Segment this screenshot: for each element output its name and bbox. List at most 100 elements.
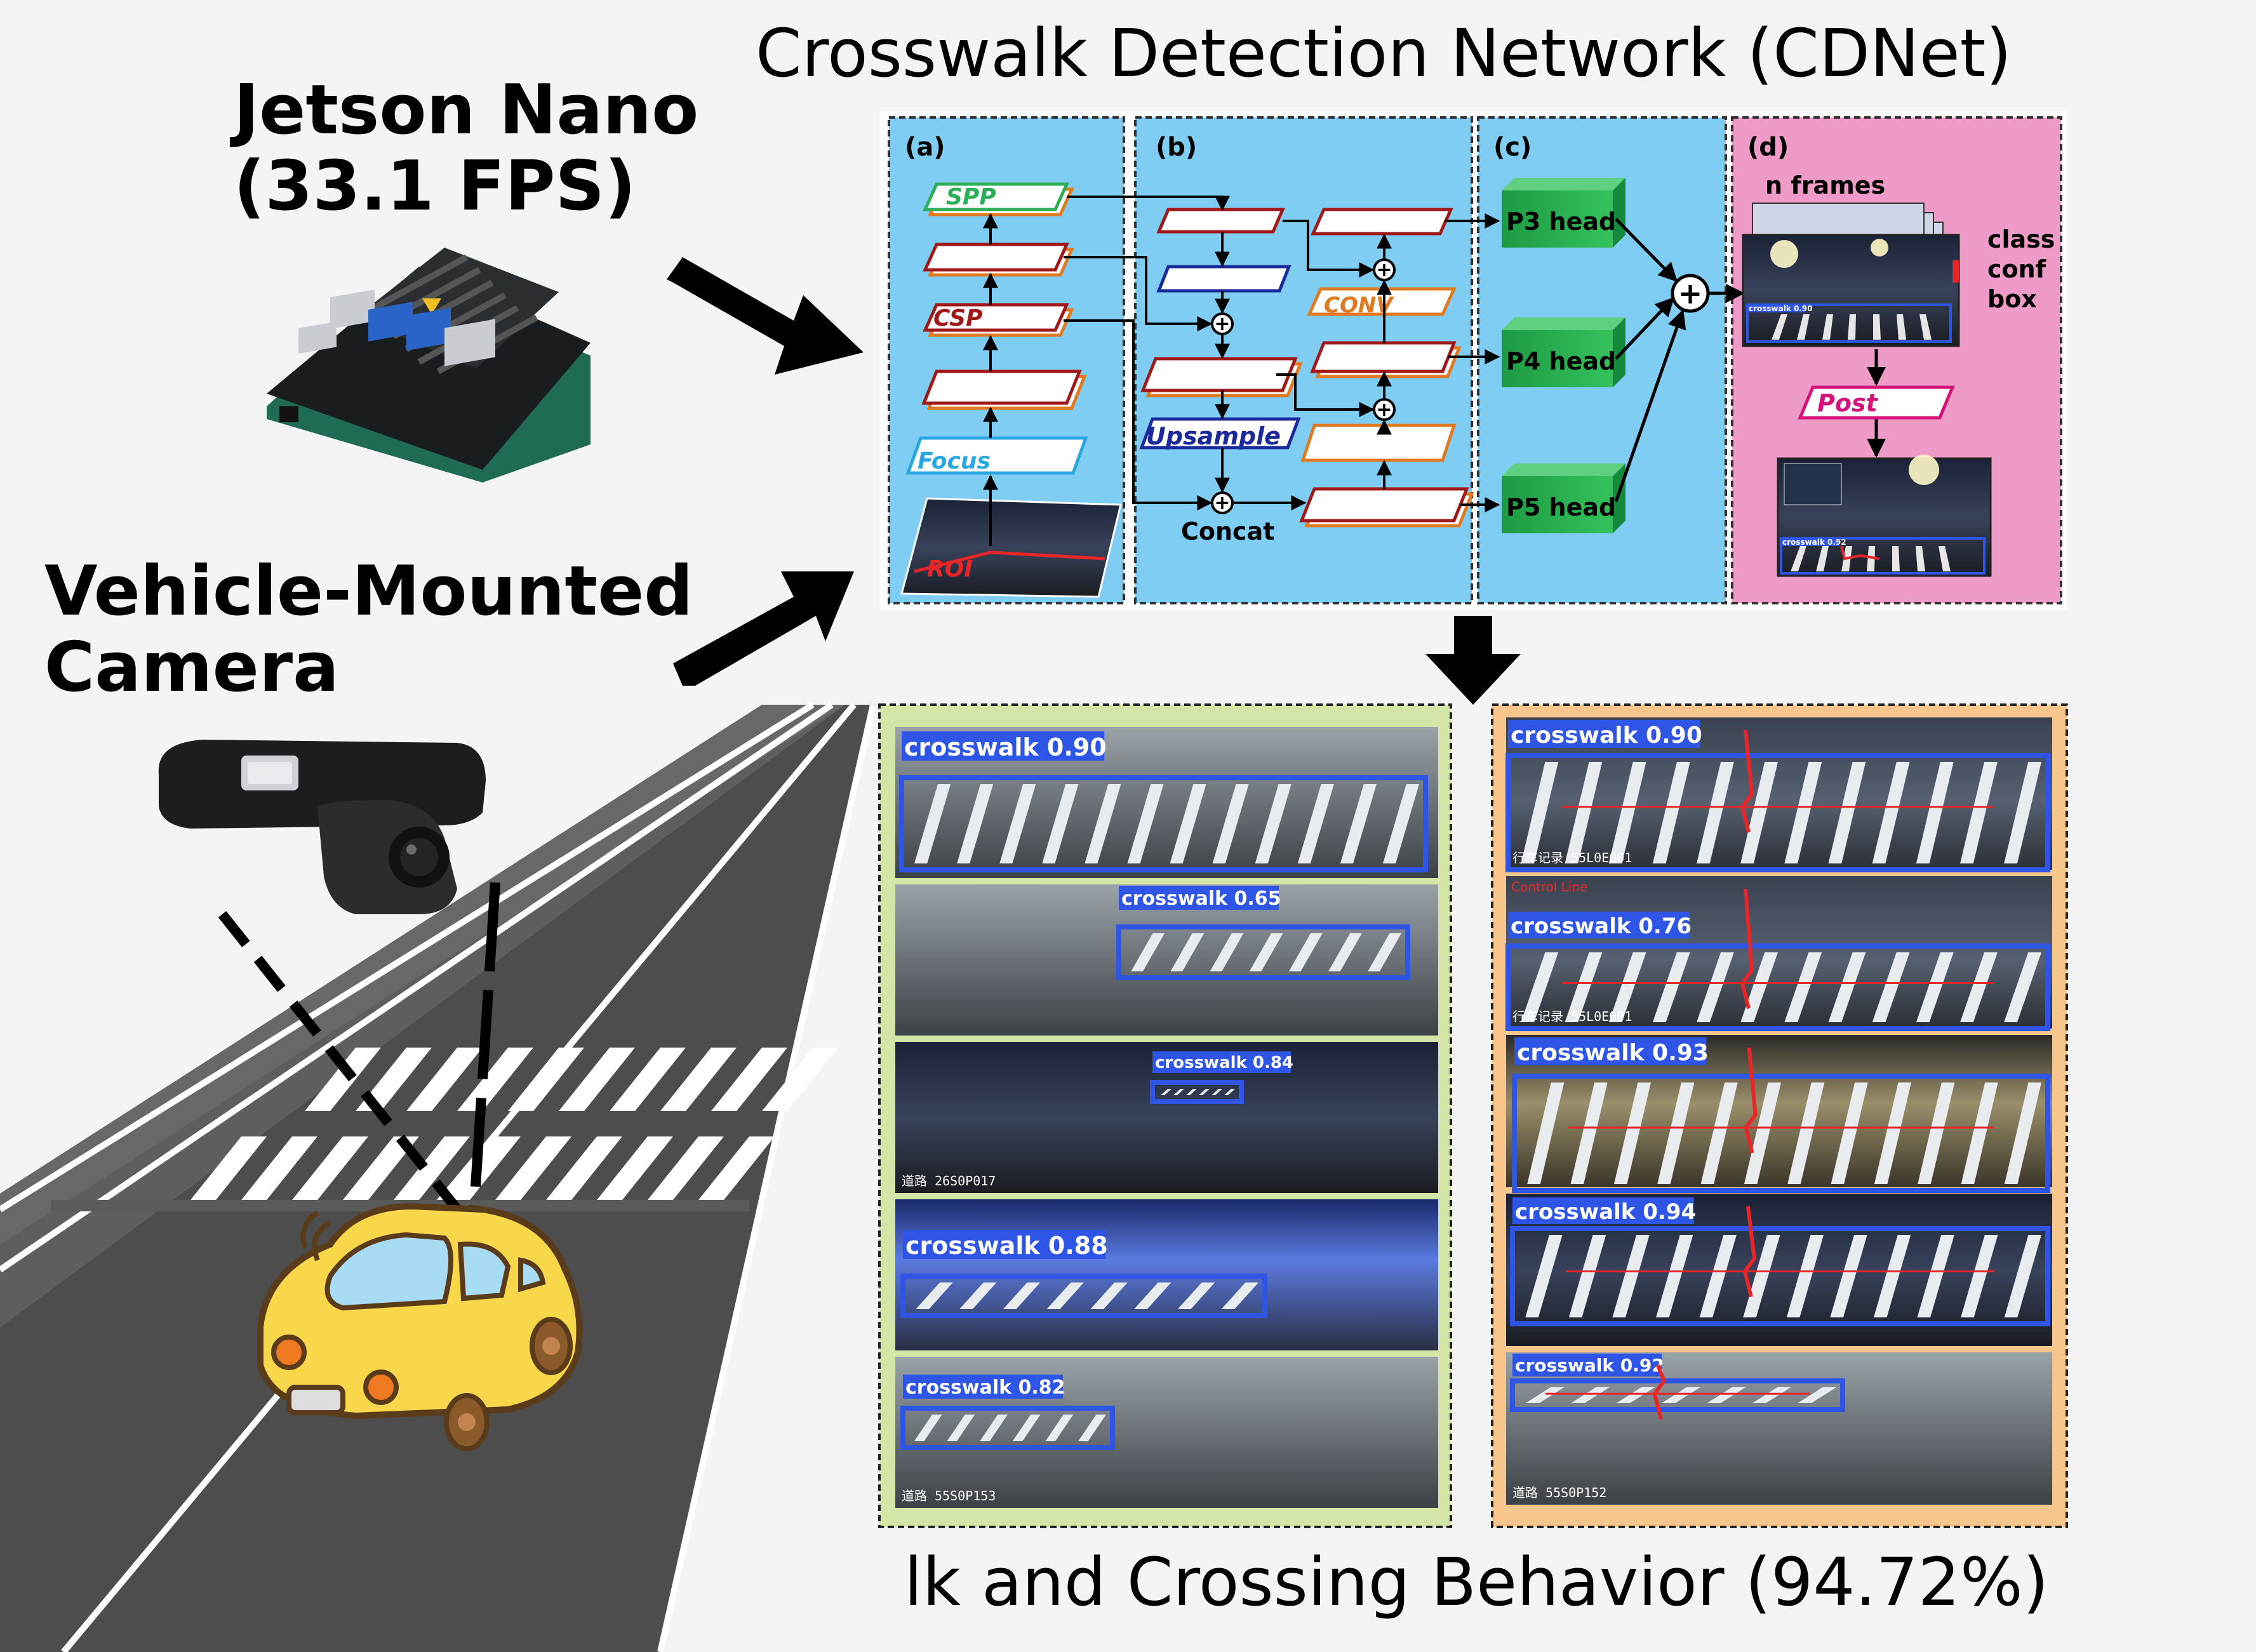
result-frame: crosswalk 0.94	[1506, 1194, 2052, 1346]
crosswalk-stripe	[1872, 762, 1910, 863]
crosswalk-stripe	[1249, 933, 1283, 971]
crossing-track	[1744, 1047, 1758, 1154]
crosswalk-stripe	[1707, 1387, 1746, 1403]
detection-box	[1116, 924, 1410, 980]
detection-box	[1505, 753, 2050, 872]
crosswalk-stripe	[914, 784, 951, 863]
crosswalk-stripe	[1784, 952, 1822, 1022]
crosswalk-stripe	[1085, 784, 1121, 863]
detection-box	[1510, 1226, 2050, 1326]
panel-d-label: (d)	[1747, 133, 1789, 162]
crosswalk-stripe	[1328, 933, 1362, 971]
crosswalk-stripe	[1786, 1235, 1824, 1317]
crosswalk-stripe	[1960, 762, 1998, 863]
roi-label: ROI	[927, 556, 973, 582]
crosswalk-stripe	[2004, 1082, 2041, 1184]
crosswalk-stripe	[1657, 1082, 1695, 1184]
detection-box	[1150, 1080, 1244, 1104]
mini-detection: crosswalk 0.90	[1749, 304, 1813, 313]
spp-label: SPP	[946, 184, 996, 210]
detection-box	[1510, 1378, 1845, 1412]
mini-detection-2: crosswalk 0.92	[1782, 538, 1846, 547]
detection-label: crosswalk 0.93	[1517, 1040, 1709, 1066]
result-frame: crosswalk 0.84 道路 26S0P017	[895, 1042, 1438, 1193]
lane-lines	[0, 702, 876, 1652]
result-frame: crosswalk 0.88	[895, 1199, 1438, 1350]
detection-heads: P3 head P4 head P5 head +	[1502, 178, 1745, 533]
crosswalk-stripe	[1872, 952, 1910, 1022]
detection-label-bg	[1512, 1354, 1662, 1376]
crosswalk-stripe	[1568, 1235, 1606, 1317]
crosswalk-stripe	[1652, 762, 1690, 863]
vehicle-camera-icon	[158, 740, 486, 914]
recorder-osd-text: 道路 26S0P017	[902, 1173, 996, 1189]
crosswalk-stripe	[1699, 1235, 1737, 1317]
detection-label: crosswalk 0.90	[1511, 723, 1702, 749]
crosswalk-stripe	[1916, 952, 1954, 1022]
crosswalk-stripe	[1565, 952, 1603, 1022]
conf-label: conf	[1987, 255, 2046, 283]
csp-block	[923, 303, 1069, 332]
detection-label-bg	[1152, 1051, 1292, 1073]
crosswalk-stripe	[1916, 762, 1954, 863]
recorder-osd-text: 行车记录 55L0E001	[1512, 1009, 1632, 1024]
road-scene	[0, 702, 908, 1652]
detection-label-bg	[902, 731, 1105, 761]
network-title: Crosswalk Detection Network (CDNet)	[756, 15, 2012, 92]
detection-label: crosswalk 0.84	[1155, 1053, 1293, 1072]
crosswalk-stripe	[2004, 1235, 2041, 1317]
detection-box	[1512, 1074, 2050, 1193]
post-label: Post	[1817, 389, 1879, 417]
arrow-camera-to-network	[673, 571, 854, 686]
crosswalk-stripe	[1608, 952, 1646, 1022]
crosswalk-stripe	[1212, 784, 1249, 863]
crosswalk-stripe	[1288, 933, 1323, 971]
detection-label-bg	[1512, 1197, 1694, 1224]
results-left: crosswalk 0.90 crosswalk 0.65 crosswalk 0.…	[895, 727, 1438, 1508]
crosswalk-stripe	[1873, 1235, 1911, 1317]
camera-title-2: Camera	[44, 628, 339, 707]
control-line-label: Control Line	[1511, 879, 1587, 895]
crosswalk-stripe	[1784, 762, 1822, 863]
crosswalk-stripe	[1831, 1082, 1868, 1184]
crosswalk-stripe	[1177, 1282, 1215, 1309]
crosswalk-stripe	[1917, 1235, 1954, 1317]
conv-block-a1	[923, 243, 1069, 272]
cartoon-car-icon	[257, 1202, 583, 1451]
arrow-device-to-network	[667, 257, 864, 375]
detection-label-bg	[903, 1230, 1106, 1259]
spp-block	[923, 182, 1069, 211]
crosswalk-stripe	[1656, 1235, 1693, 1317]
crosswalk-stripe	[1744, 1082, 1781, 1184]
backbone-blocks: SPP CSP Focus ROI	[900, 182, 1122, 598]
crosswalk-stripe	[1255, 784, 1292, 863]
post-block	[1798, 385, 1955, 420]
crosswalk-stripe	[1382, 784, 1419, 863]
crosswalk-stripe	[916, 1282, 953, 1309]
crosswalk-stripe	[1211, 1089, 1222, 1095]
crosswalk-stripe	[1127, 784, 1164, 863]
crosswalk-stripe	[1210, 933, 1244, 971]
detection-label-bg	[1514, 1037, 1707, 1065]
crosswalk-stripe	[1521, 952, 1559, 1022]
arrows	[667, 257, 1521, 705]
class-label: class	[1987, 225, 2055, 253]
panel-c-label: (c)	[1493, 133, 1532, 162]
crosswalk-stripe	[1046, 1282, 1084, 1309]
crosswalk-stripe	[1186, 1089, 1197, 1095]
crosswalk-stripe	[1828, 762, 1866, 863]
crosswalk-stripe	[1134, 1282, 1171, 1309]
crosswalk-stripe	[959, 1282, 997, 1309]
crosswalk-stripe	[1565, 762, 1603, 863]
result-frame: crosswalk 0.93	[1506, 1035, 2052, 1193]
crosswalk-stripe	[1527, 1082, 1565, 1184]
crosswalk-stripe	[1960, 952, 1998, 1022]
crosswalk-stripe	[1090, 1282, 1128, 1309]
crosswalk-stripe	[2004, 952, 2041, 1022]
p5-label: P5 head	[1506, 493, 1616, 521]
crosswalk-stripe	[1697, 952, 1734, 1022]
crosswalk-stripe	[999, 784, 1036, 863]
crosswalk-stripe	[1961, 1235, 1998, 1317]
crosswalk-stripe	[1918, 1082, 1955, 1184]
